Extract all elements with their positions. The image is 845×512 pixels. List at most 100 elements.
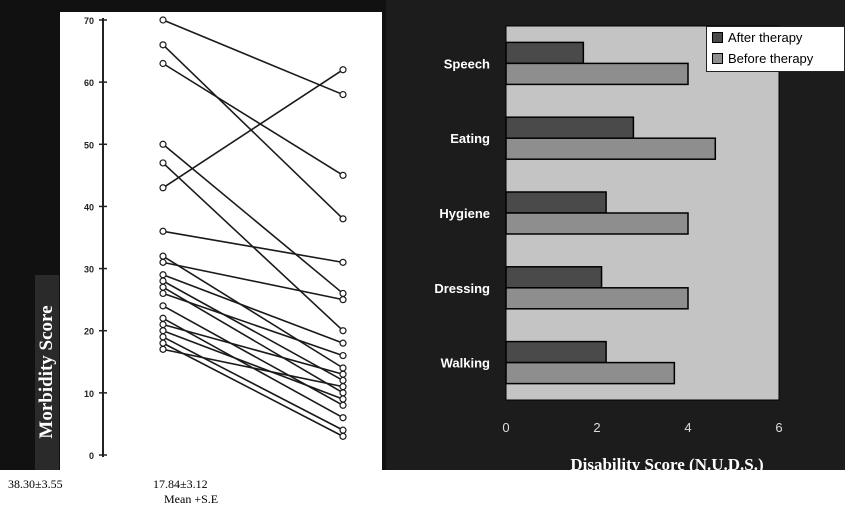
patient-line-10 <box>162 274 344 344</box>
patient-line-14 <box>162 305 344 406</box>
y-tick-label-50: 50 <box>84 140 94 150</box>
patient-line-12 <box>162 286 344 394</box>
patient-line-3 <box>162 62 344 177</box>
after-point-20 <box>339 383 347 391</box>
after-point-6 <box>339 66 347 74</box>
left-panel: 0 10 20 30 40 50 60 70 Morbidity Score <box>0 0 386 470</box>
before-point-17 <box>159 327 167 335</box>
before-point-18 <box>159 333 167 341</box>
before-point-9 <box>159 258 167 266</box>
y-tick-label-40: 40 <box>84 202 94 212</box>
bar-walking-before <box>505 361 676 385</box>
after-point-15 <box>339 414 347 422</box>
category-label-eating: Eating <box>450 131 490 146</box>
after-point-12 <box>339 389 347 397</box>
patient-line-20 <box>162 348 344 388</box>
x-tick-label-2: 2 <box>593 420 600 435</box>
patient-line-1 <box>162 19 344 96</box>
before-point-1 <box>159 16 167 24</box>
legend-swatch-after <box>712 32 723 43</box>
after-point-10 <box>339 339 347 347</box>
before-point-5 <box>159 159 167 167</box>
after-point-4 <box>339 289 347 298</box>
before-point-8 <box>159 252 167 260</box>
bar-speech-before <box>505 62 689 86</box>
patient-line-7 <box>162 230 344 264</box>
bar-walking-after <box>505 340 607 364</box>
legend-item-after: After therapy <box>707 27 844 48</box>
patient-line-6 <box>162 69 344 189</box>
after-point-5 <box>339 327 347 335</box>
before-point-13 <box>159 289 167 298</box>
after-point-3 <box>339 171 347 179</box>
legend-label-after: After therapy <box>728 30 803 45</box>
before-point-4 <box>159 140 167 148</box>
legend-label-before: Before therapy <box>728 51 814 66</box>
y-axis-label: Morbidity Score <box>36 305 57 439</box>
patient-line-4 <box>162 143 344 295</box>
patient-line-13 <box>162 292 344 357</box>
stat-before-mean: 38.30±3.55 <box>8 477 63 491</box>
morbidity-line-chart: 0 10 20 30 40 50 60 70 <box>60 12 382 470</box>
patient-line-18 <box>162 336 344 431</box>
bar-dressing-after <box>505 266 603 289</box>
y-tick-label-20: 20 <box>84 327 94 337</box>
before-point-14 <box>159 302 167 310</box>
x-tick-label-4: 4 <box>684 420 691 435</box>
category-label-dressing: Dressing <box>434 281 490 296</box>
after-point-7 <box>339 258 347 266</box>
stats-row: 38.30±3.55 17.84±3.12 Mean +S.E <box>0 470 386 512</box>
y-axis-label-background <box>35 275 59 470</box>
after-point-1 <box>339 90 347 99</box>
before-point-12 <box>159 283 167 291</box>
before-point-16 <box>159 320 167 329</box>
category-label-hygiene: Hygiene <box>439 206 490 221</box>
after-point-14 <box>339 401 347 409</box>
patient-line-2 <box>162 44 344 220</box>
bar-dressing-before <box>505 287 689 310</box>
right-panel: Speech Eating Hygiene Dressing Walking 0 2 4 6 A… <box>386 0 845 470</box>
before-point-6 <box>159 184 167 192</box>
bar-speech-after <box>505 41 585 65</box>
category-label-walking: Walking <box>441 356 490 371</box>
legend-swatch-before <box>712 53 723 64</box>
bar-hygiene-before <box>505 212 689 235</box>
y-tick-label-10: 10 <box>84 389 94 399</box>
after-point-19 <box>339 432 347 440</box>
stat-after-mean: 17.84±3.12 <box>153 477 208 491</box>
y-tick-label-30: 30 <box>84 265 94 275</box>
disability-bar-chart: Speech Eating Hygiene Dressing Walking 0 2 4 6 <box>434 25 783 435</box>
before-point-7 <box>159 227 167 235</box>
after-point-16 <box>339 370 347 378</box>
patient-line-19 <box>162 342 344 438</box>
after-point-11 <box>339 376 347 385</box>
before-point-2 <box>159 41 167 49</box>
after-point-9 <box>339 296 347 304</box>
stat-caption: Mean +S.E <box>164 492 219 506</box>
legend-item-before: Before therapy <box>707 48 844 69</box>
before-point-3 <box>159 59 167 68</box>
before-point-20 <box>159 345 167 353</box>
before-point-11 <box>159 277 167 285</box>
after-point-2 <box>339 215 347 223</box>
x-tick-label-6: 6 <box>775 420 782 435</box>
chart-legend: After therapy Before therapy <box>706 26 845 72</box>
y-tick-label-0: 0 <box>89 451 94 461</box>
patient-line-8 <box>162 255 344 369</box>
patient-line-17 <box>162 329 344 400</box>
after-point-8 <box>339 364 347 372</box>
after-point-17 <box>339 395 347 403</box>
before-point-15 <box>159 314 167 322</box>
after-point-13 <box>339 351 347 360</box>
category-label-speech: Speech <box>444 56 490 71</box>
x-tick-label-0: 0 <box>502 420 509 435</box>
bar-hygiene-after <box>505 191 607 214</box>
x-axis-label: Disability Score (N.U.D.S.) <box>570 455 764 474</box>
patient-line-11 <box>162 280 344 382</box>
patient-line-9 <box>162 261 344 301</box>
y-tick-label-60: 60 <box>84 78 94 88</box>
after-point-18 <box>339 426 347 434</box>
patient-line-16 <box>162 323 344 375</box>
before-point-10 <box>159 271 167 279</box>
y-tick-label-70: 70 <box>84 16 94 26</box>
